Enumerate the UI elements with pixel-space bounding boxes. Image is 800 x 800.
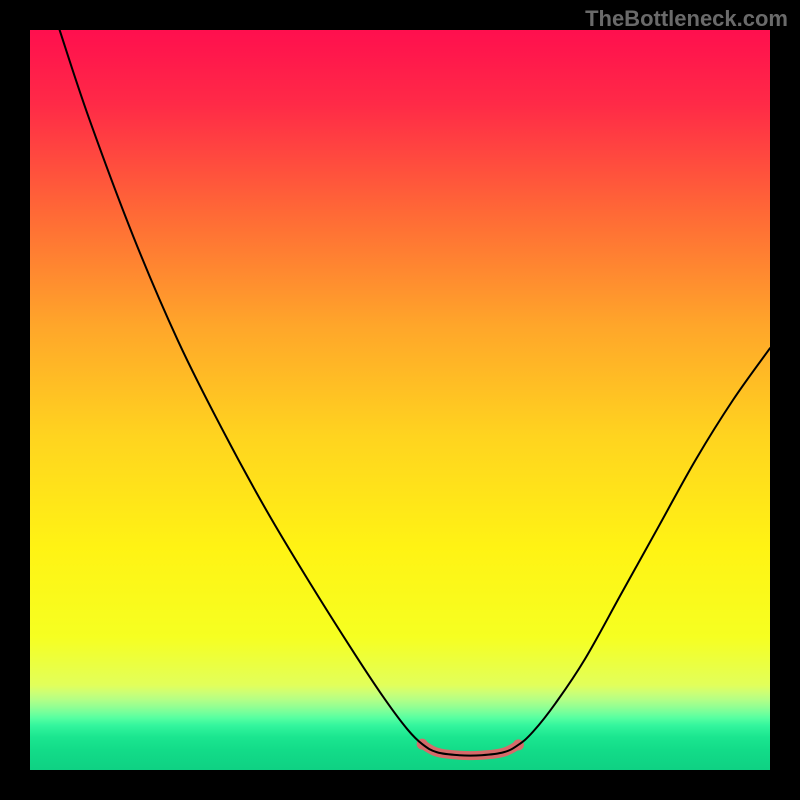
- stage: TheBottleneck.com: [0, 0, 800, 800]
- plot-gradient-background: [30, 30, 770, 770]
- bottleneck-chart: [0, 0, 800, 800]
